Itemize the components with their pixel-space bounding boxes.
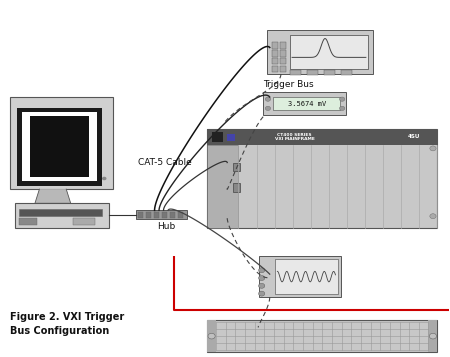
Bar [290, 70, 301, 75]
Bar [263, 92, 346, 115]
Bar [207, 129, 437, 145]
Text: Figure 2. VXI Trigger
Bus Configuration: Figure 2. VXI Trigger Bus Configuration [10, 312, 125, 336]
Bar [154, 212, 159, 218]
Circle shape [208, 333, 215, 339]
Bar [259, 256, 341, 297]
Bar [22, 112, 97, 181]
Text: 3.5674 mV: 3.5674 mV [288, 101, 326, 107]
Bar [207, 129, 437, 228]
Circle shape [259, 283, 265, 288]
Circle shape [259, 268, 265, 273]
Circle shape [265, 106, 270, 110]
Bar [17, 108, 102, 186]
Bar [207, 320, 216, 352]
Circle shape [430, 214, 436, 219]
Circle shape [265, 97, 270, 101]
Text: 4SU: 4SU [408, 134, 421, 139]
Bar [428, 320, 437, 352]
Bar [31, 116, 89, 177]
Bar [307, 70, 318, 75]
Bar [272, 58, 278, 65]
Bar [272, 50, 278, 57]
Bar [15, 203, 109, 228]
Text: Hub: Hub [157, 222, 175, 231]
Bar [275, 259, 338, 294]
Text: Trigger Bus: Trigger Bus [263, 80, 314, 89]
Bar [207, 145, 238, 228]
Circle shape [339, 97, 345, 101]
Bar [280, 50, 286, 57]
Text: CT400 SERIES
VXI MAINFRAME: CT400 SERIES VXI MAINFRAME [274, 132, 315, 141]
Circle shape [429, 333, 436, 339]
Bar [138, 212, 143, 218]
Bar [212, 132, 223, 142]
Bar [280, 58, 286, 65]
Circle shape [339, 106, 345, 110]
Bar [233, 162, 240, 171]
Bar [227, 134, 235, 141]
Bar [19, 218, 37, 225]
Text: CAT-5 Cable: CAT-5 Cable [138, 158, 192, 167]
Bar [207, 320, 437, 352]
Bar [341, 70, 352, 75]
Bar [324, 70, 335, 75]
Bar [272, 42, 278, 49]
Bar [233, 183, 240, 192]
Bar [280, 42, 286, 49]
Bar [146, 212, 151, 218]
Polygon shape [35, 189, 71, 203]
Bar [272, 66, 278, 72]
Circle shape [430, 146, 436, 151]
Bar [273, 97, 340, 110]
Circle shape [102, 177, 107, 180]
Bar [178, 212, 184, 218]
Bar [280, 66, 286, 72]
Bar [19, 209, 102, 216]
Bar [290, 35, 368, 69]
Circle shape [259, 276, 265, 281]
Bar [162, 212, 167, 218]
Bar [170, 212, 176, 218]
Bar [267, 30, 373, 74]
Circle shape [259, 291, 265, 296]
Bar [10, 97, 113, 189]
Bar [135, 210, 187, 219]
Bar [73, 218, 95, 225]
